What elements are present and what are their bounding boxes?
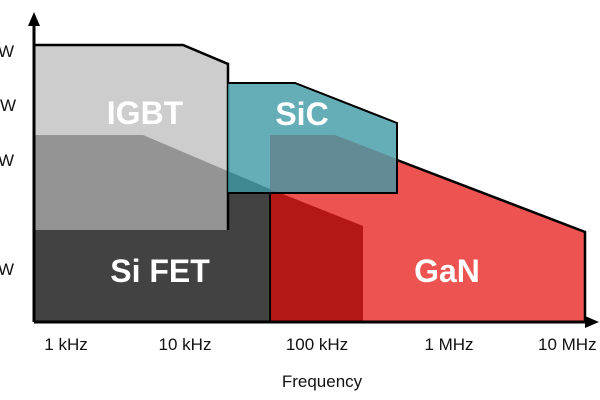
gan-outline xyxy=(396,158,587,322)
si-fet-label: Si FET xyxy=(110,253,210,289)
x-axis-arrow-icon xyxy=(585,316,599,328)
y-tick-label: W xyxy=(0,42,14,61)
y-tick-label: W xyxy=(0,260,14,279)
gan-label: GaN xyxy=(414,253,480,289)
x-tick-label: 10 MHz xyxy=(538,335,597,354)
sic-region xyxy=(228,83,397,193)
y-tick-label: kW xyxy=(0,96,16,115)
x-tick-label: 100 kHz xyxy=(286,335,348,354)
y-axis-arrow-icon xyxy=(28,12,40,26)
y-tick-label: W xyxy=(0,151,14,170)
igbt-region xyxy=(34,45,228,230)
gan-si-overlap-region xyxy=(270,189,363,322)
x-axis-title: Frequency xyxy=(282,372,363,391)
x-tick-label: 1 MHz xyxy=(424,335,473,354)
sic-label: SiC xyxy=(275,96,328,132)
x-tick-label: 10 kHz xyxy=(159,335,212,354)
x-tick-label: 1 kHz xyxy=(44,335,87,354)
sic-outline xyxy=(228,82,398,194)
igbt-label: IGBT xyxy=(107,95,184,131)
